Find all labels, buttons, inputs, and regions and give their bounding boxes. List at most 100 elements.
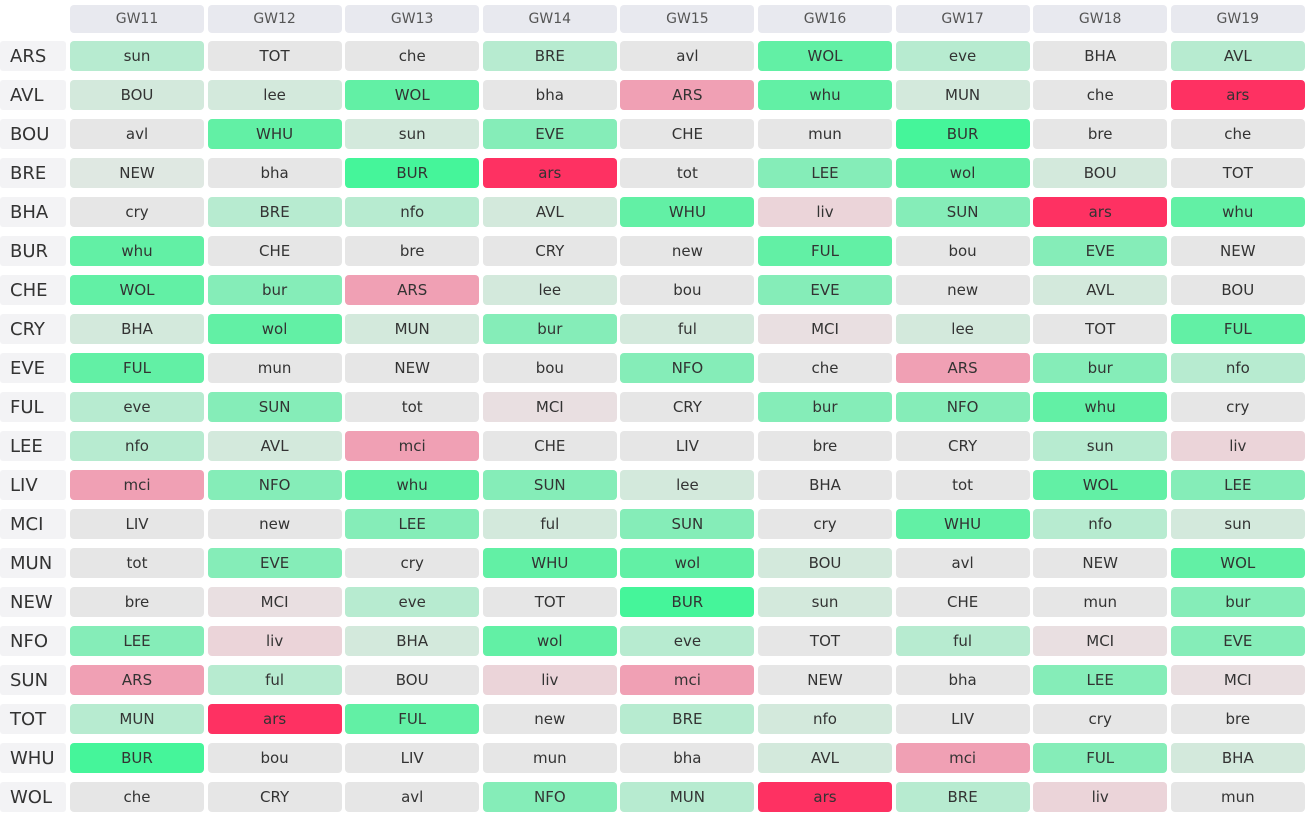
fixture-cell: WOL [1033,470,1168,500]
fixture-cell: WOL [1170,548,1305,578]
fixture-cell: cry [1033,704,1168,734]
fixture-cell: new [895,275,1030,305]
fixture-cell: BRE [207,197,342,227]
fixture-cell: FUL [1170,314,1305,344]
fixture-cell: bur [758,392,892,422]
fixture-cell: BUR [345,158,480,188]
fixture-cell: bur [1170,587,1305,617]
team-label: TOT [0,704,66,734]
fixture-cell: NEW [758,665,892,695]
team-label: MCI [0,509,66,539]
team-label: WHU [0,743,66,773]
fixture-cell: BHA [345,626,480,656]
fixture-cell: avl [620,41,755,71]
fixture-cell: mun [482,743,617,773]
fixture-cell: che [1170,119,1305,149]
fixture-cell: sun [1170,509,1305,539]
column-header: GW14 [482,5,617,33]
fixture-cell: EVE [207,548,342,578]
fixture-cell: lee [482,275,617,305]
fixture-cell: ARS [895,353,1030,383]
team-label: AVL [0,80,66,110]
fixture-cell: che [345,41,480,71]
fixture-cell: bou [895,236,1030,266]
fixture-cell: MUN [620,782,755,812]
fixture-cell: wol [620,548,755,578]
fixture-cell: CHE [207,236,342,266]
fixture-cell: TOT [1170,158,1305,188]
fixture-cell: BHA [70,314,204,344]
fixture-cell: LIV [345,743,480,773]
fixture-cell: liv [482,665,617,695]
fixture-cell: sun [70,41,204,71]
team-label: MUN [0,548,66,578]
fixture-cell: AVL [1033,275,1168,305]
fixture-cell: MUN [345,314,480,344]
fixture-cell: bou [620,275,755,305]
column-header: GW15 [620,5,755,33]
fixture-cell: new [207,509,342,539]
team-label: BUR [0,236,66,266]
fixture-cell: NFO [482,782,617,812]
fixture-cell: tot [70,548,204,578]
fixture-cell: AVL [1170,41,1305,71]
fixture-cell: LEE [345,509,480,539]
fixture-cell: ful [207,665,342,695]
column-header: GW18 [1033,5,1168,33]
fixture-cell: BOU [1170,275,1305,305]
fixture-cell: ARS [620,80,755,110]
fixture-cell: ful [895,626,1030,656]
team-label: SUN [0,665,66,695]
fixture-cell: ars [1170,80,1305,110]
fixture-cell: NEW [1170,236,1305,266]
fixture-cell: liv [758,197,892,227]
fixture-cell: bre [345,236,480,266]
fixture-cell: BRE [482,41,617,71]
fixture-cell: CRY [620,392,755,422]
fixture-cell: LEE [1033,665,1168,695]
fixture-cell: whu [70,236,204,266]
fixture-cell: lee [895,314,1030,344]
fixture-cell: whu [758,80,892,110]
fixture-cell: mci [345,431,480,461]
team-label: BOU [0,119,66,149]
fixture-cell: bha [620,743,755,773]
fixture-cell: LEE [70,626,204,656]
fixture-cell: bre [758,431,892,461]
fixture-cell: bha [207,158,342,188]
fixture-cell: CRY [207,782,342,812]
fixture-cell: eve [345,587,480,617]
fixture-cell: liv [1170,431,1305,461]
fixture-cell: bre [1033,119,1168,149]
team-label: FUL [0,392,66,422]
fixture-cell: bou [207,743,342,773]
fixture-cell: SUN [620,509,755,539]
fixture-cell: avl [345,782,480,812]
fixture-cell: WOL [70,275,204,305]
fixture-cell: lee [620,470,755,500]
column-header: GW19 [1170,5,1305,33]
fixture-cell: CHE [482,431,617,461]
fixture-cell: WHU [895,509,1030,539]
fixture-cell: BOU [70,80,204,110]
fixture-cell: FUL [1033,743,1168,773]
fixture-cell: nfo [758,704,892,734]
fixture-cell: MCI [482,392,617,422]
fixture-cell: mun [758,119,892,149]
fixture-cell: eve [895,41,1030,71]
fixture-cell: MUN [70,704,204,734]
fixture-cell: NEW [345,353,480,383]
fixture-cell: AVL [758,743,892,773]
fixture-cell: CRY [895,431,1030,461]
fixture-cell: AVL [482,197,617,227]
fixture-cell: CHE [620,119,755,149]
fixture-cell: BHA [1033,41,1168,71]
fixture-cell: sun [758,587,892,617]
column-header: GW16 [758,5,892,33]
fixture-cell: NEW [1033,548,1168,578]
fixture-cell: WHU [207,119,342,149]
fixture-cell: SUN [895,197,1030,227]
fixture-cell: BOU [758,548,892,578]
fixture-cell: BRE [895,782,1030,812]
